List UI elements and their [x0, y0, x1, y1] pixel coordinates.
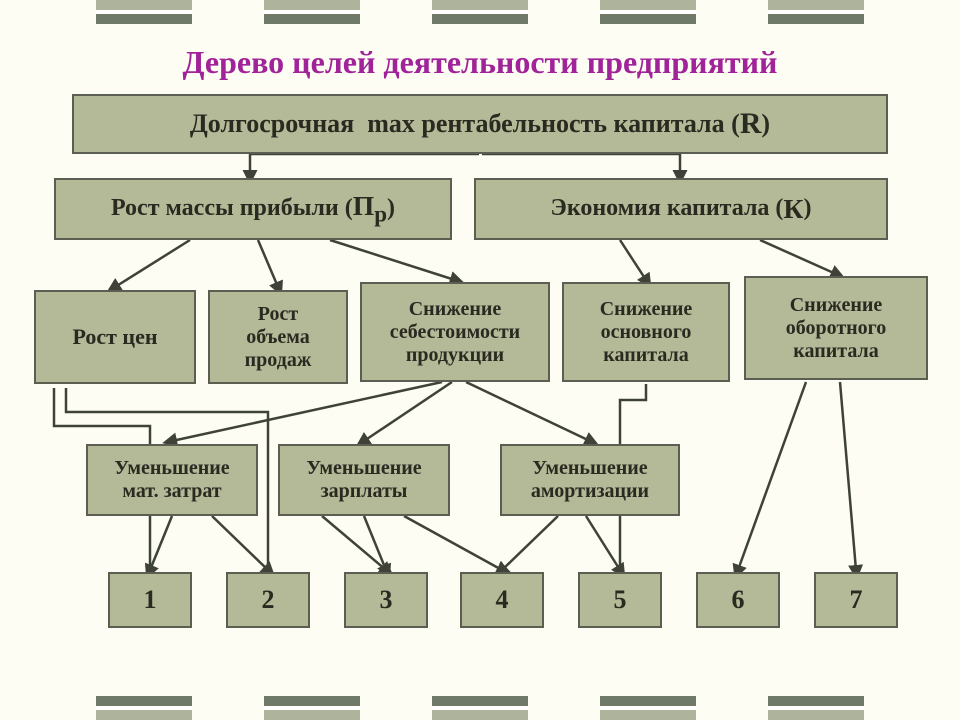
node-l3a: Уменьшениемат. затрат: [86, 444, 258, 516]
node-l2d: Снижениеосновногокапитала: [562, 282, 730, 382]
decoration-bottom: [0, 692, 960, 720]
node-l1a: Рост массы прибыли (Пp): [54, 178, 452, 240]
node-l2b: Ростобъемапродаж: [208, 290, 348, 384]
node-l2a: Рост цен: [34, 290, 196, 384]
node-n2: 2: [226, 572, 310, 628]
node-l3b: Уменьшениезарплаты: [278, 444, 450, 516]
node-n4: 4: [460, 572, 544, 628]
node-l3c: Уменьшениеамортизации: [500, 444, 680, 516]
decoration-top: [0, 0, 960, 28]
node-root: Долгосрочная max рентабельность капитала…: [72, 94, 888, 154]
node-n6: 6: [696, 572, 780, 628]
node-l1b: Экономия капитала (К): [474, 178, 888, 240]
page-title: Дерево целей деятельности предприятий: [0, 44, 960, 81]
node-l2c: Снижениесебестоимостипродукции: [360, 282, 550, 382]
node-n1: 1: [108, 572, 192, 628]
node-n5: 5: [578, 572, 662, 628]
node-n7: 7: [814, 572, 898, 628]
node-n3: 3: [344, 572, 428, 628]
node-l2e: Снижениеоборотногокапитала: [744, 276, 928, 380]
